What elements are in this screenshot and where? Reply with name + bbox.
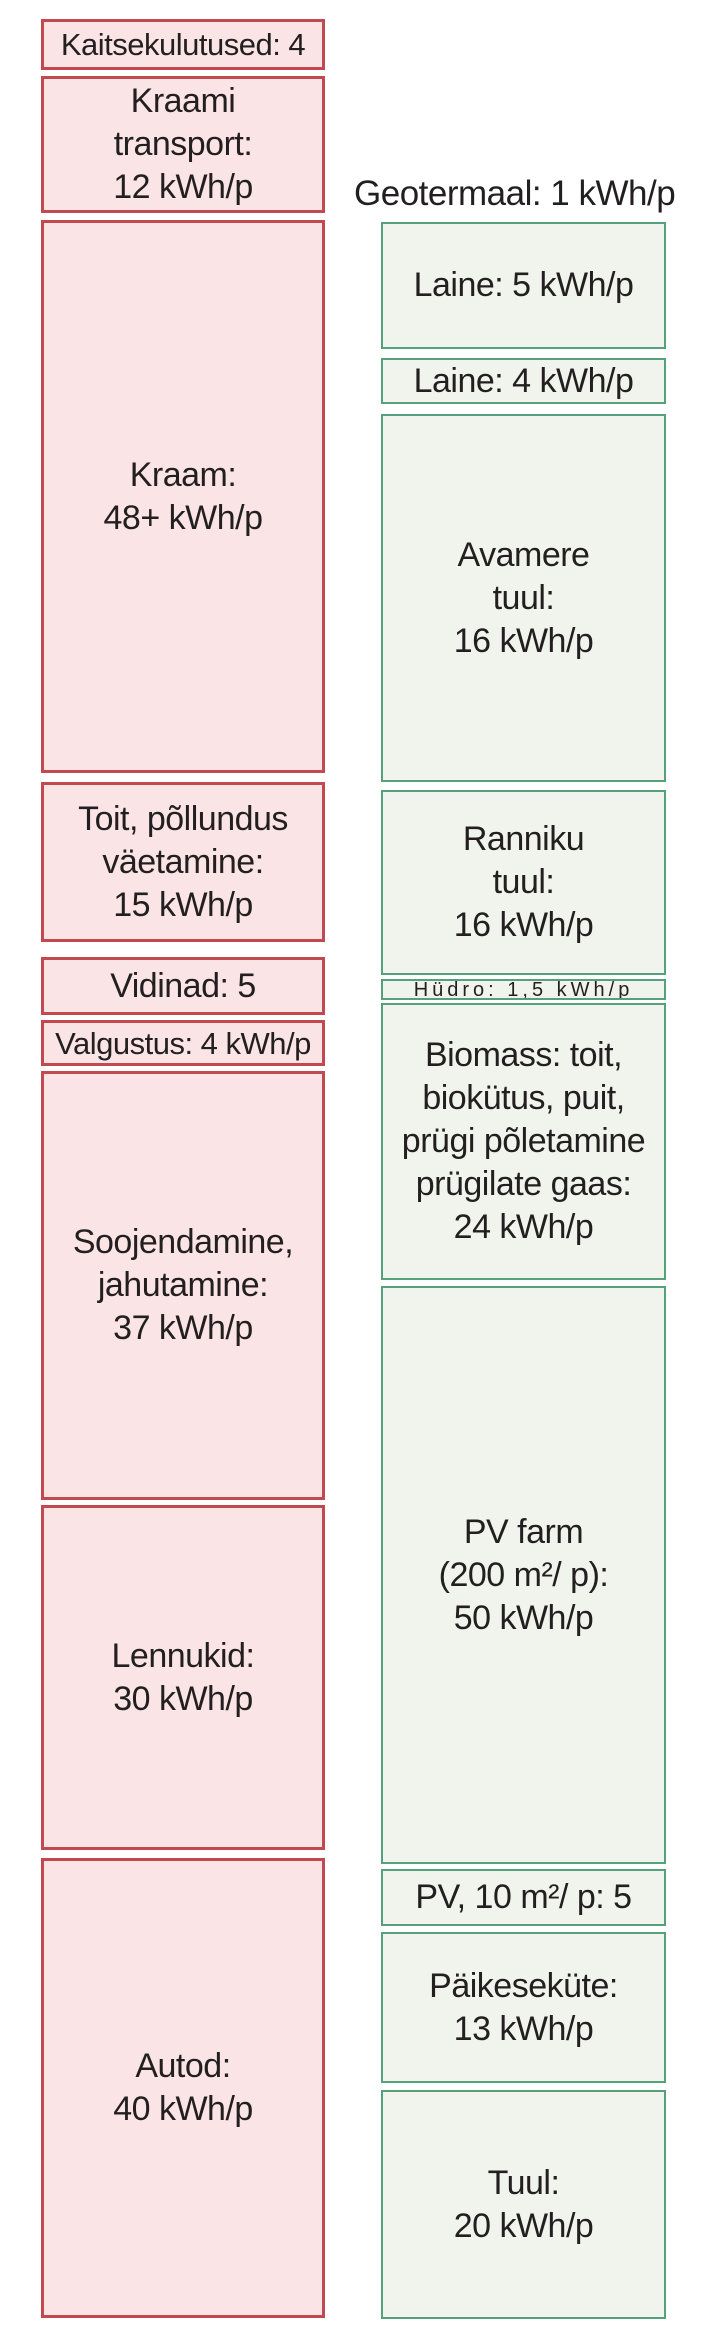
production-block-avamere-tuul: Avamere tuul: 16 kWh/p	[381, 414, 666, 782]
block-label: Ranniku tuul: 16 kWh/p	[453, 820, 594, 944]
block-label: Toit, põllundus väetamine: 15 kWh/p	[78, 799, 288, 924]
block-label: Kraam: 48+ kWh/p	[103, 455, 263, 537]
consumption-block-kraami-transport: Kraami transport: 12 kWh/p	[41, 76, 325, 213]
production-block-laine-4: Laine: 4 kWh/p	[381, 358, 666, 404]
consumption-block-valgustus: Valgustus: 4 kWh/p	[41, 1020, 325, 1066]
production-label-geotermaal: Geotermaal: 1 kWh/p	[354, 174, 676, 213]
consumption-block-lennukid: Lennukid: 30 kWh/p	[41, 1505, 325, 1850]
block-label: Kraami transport: 12 kWh/p	[113, 82, 253, 206]
production-block-laine-5: Laine: 5 kWh/p	[381, 222, 666, 349]
block-label: Lennukid: 30 kWh/p	[111, 1636, 255, 1718]
production-block-biomass: Biomass: toit, biokütus, puit, prügi põl…	[381, 1003, 666, 1280]
consumption-block-vidinad: Vidinad: 5	[41, 957, 325, 1015]
consumption-block-toit: Toit, põllundus väetamine: 15 kWh/p	[41, 782, 325, 942]
block-label: Hüdro: 1,5 kWh/p	[413, 979, 634, 1000]
production-block-hydro: Hüdro: 1,5 kWh/p	[381, 979, 666, 1000]
block-label: Kaitsekulutused: 4	[60, 27, 306, 62]
block-label: Avamere tuul: 16 kWh/p	[453, 535, 594, 660]
consumption-block-kraam: Kraam: 48+ kWh/p	[41, 220, 325, 773]
block-label: Valgustus: 4 kWh/p	[55, 1025, 311, 1061]
block-label: Autod: 40 kWh/p	[113, 2047, 253, 2128]
block-label: Päikeseküte: 13 kWh/p	[429, 1966, 618, 2048]
block-label: PV farm (200 m²/ p): 50 kWh/p	[438, 1512, 609, 1637]
consumption-block-soojendamine: Soojendamine, jahutamine: 37 kWh/p	[41, 1071, 325, 1500]
production-block-paikesekyte: Päikeseküte: 13 kWh/p	[381, 1932, 666, 2083]
block-label: Tuul: 20 kWh/p	[453, 2163, 594, 2245]
production-block-tuul: Tuul: 20 kWh/p	[381, 2090, 666, 2319]
consumption-block-kaitsekulutused: Kaitsekulutused: 4	[41, 19, 325, 70]
block-label: Laine: 4 kWh/p	[413, 361, 634, 400]
consumption-block-autod: Autod: 40 kWh/p	[41, 1858, 325, 2318]
block-label: PV, 10 m²/ p: 5	[415, 1878, 632, 1916]
block-label: Vidinad: 5	[110, 966, 256, 1005]
block-label: Biomass: toit, biokütus, puit, prügi põl…	[401, 1036, 646, 1246]
production-block-pv-10m2: PV, 10 m²/ p: 5	[381, 1869, 666, 1926]
block-label: Laine: 5 kWh/p	[413, 266, 634, 304]
production-block-pv-farm: PV farm (200 m²/ p): 50 kWh/p	[381, 1286, 666, 1864]
production-block-ranniku-tuul: Ranniku tuul: 16 kWh/p	[381, 790, 666, 975]
block-label: Soojendamine, jahutamine: 37 kWh/p	[72, 1223, 294, 1347]
